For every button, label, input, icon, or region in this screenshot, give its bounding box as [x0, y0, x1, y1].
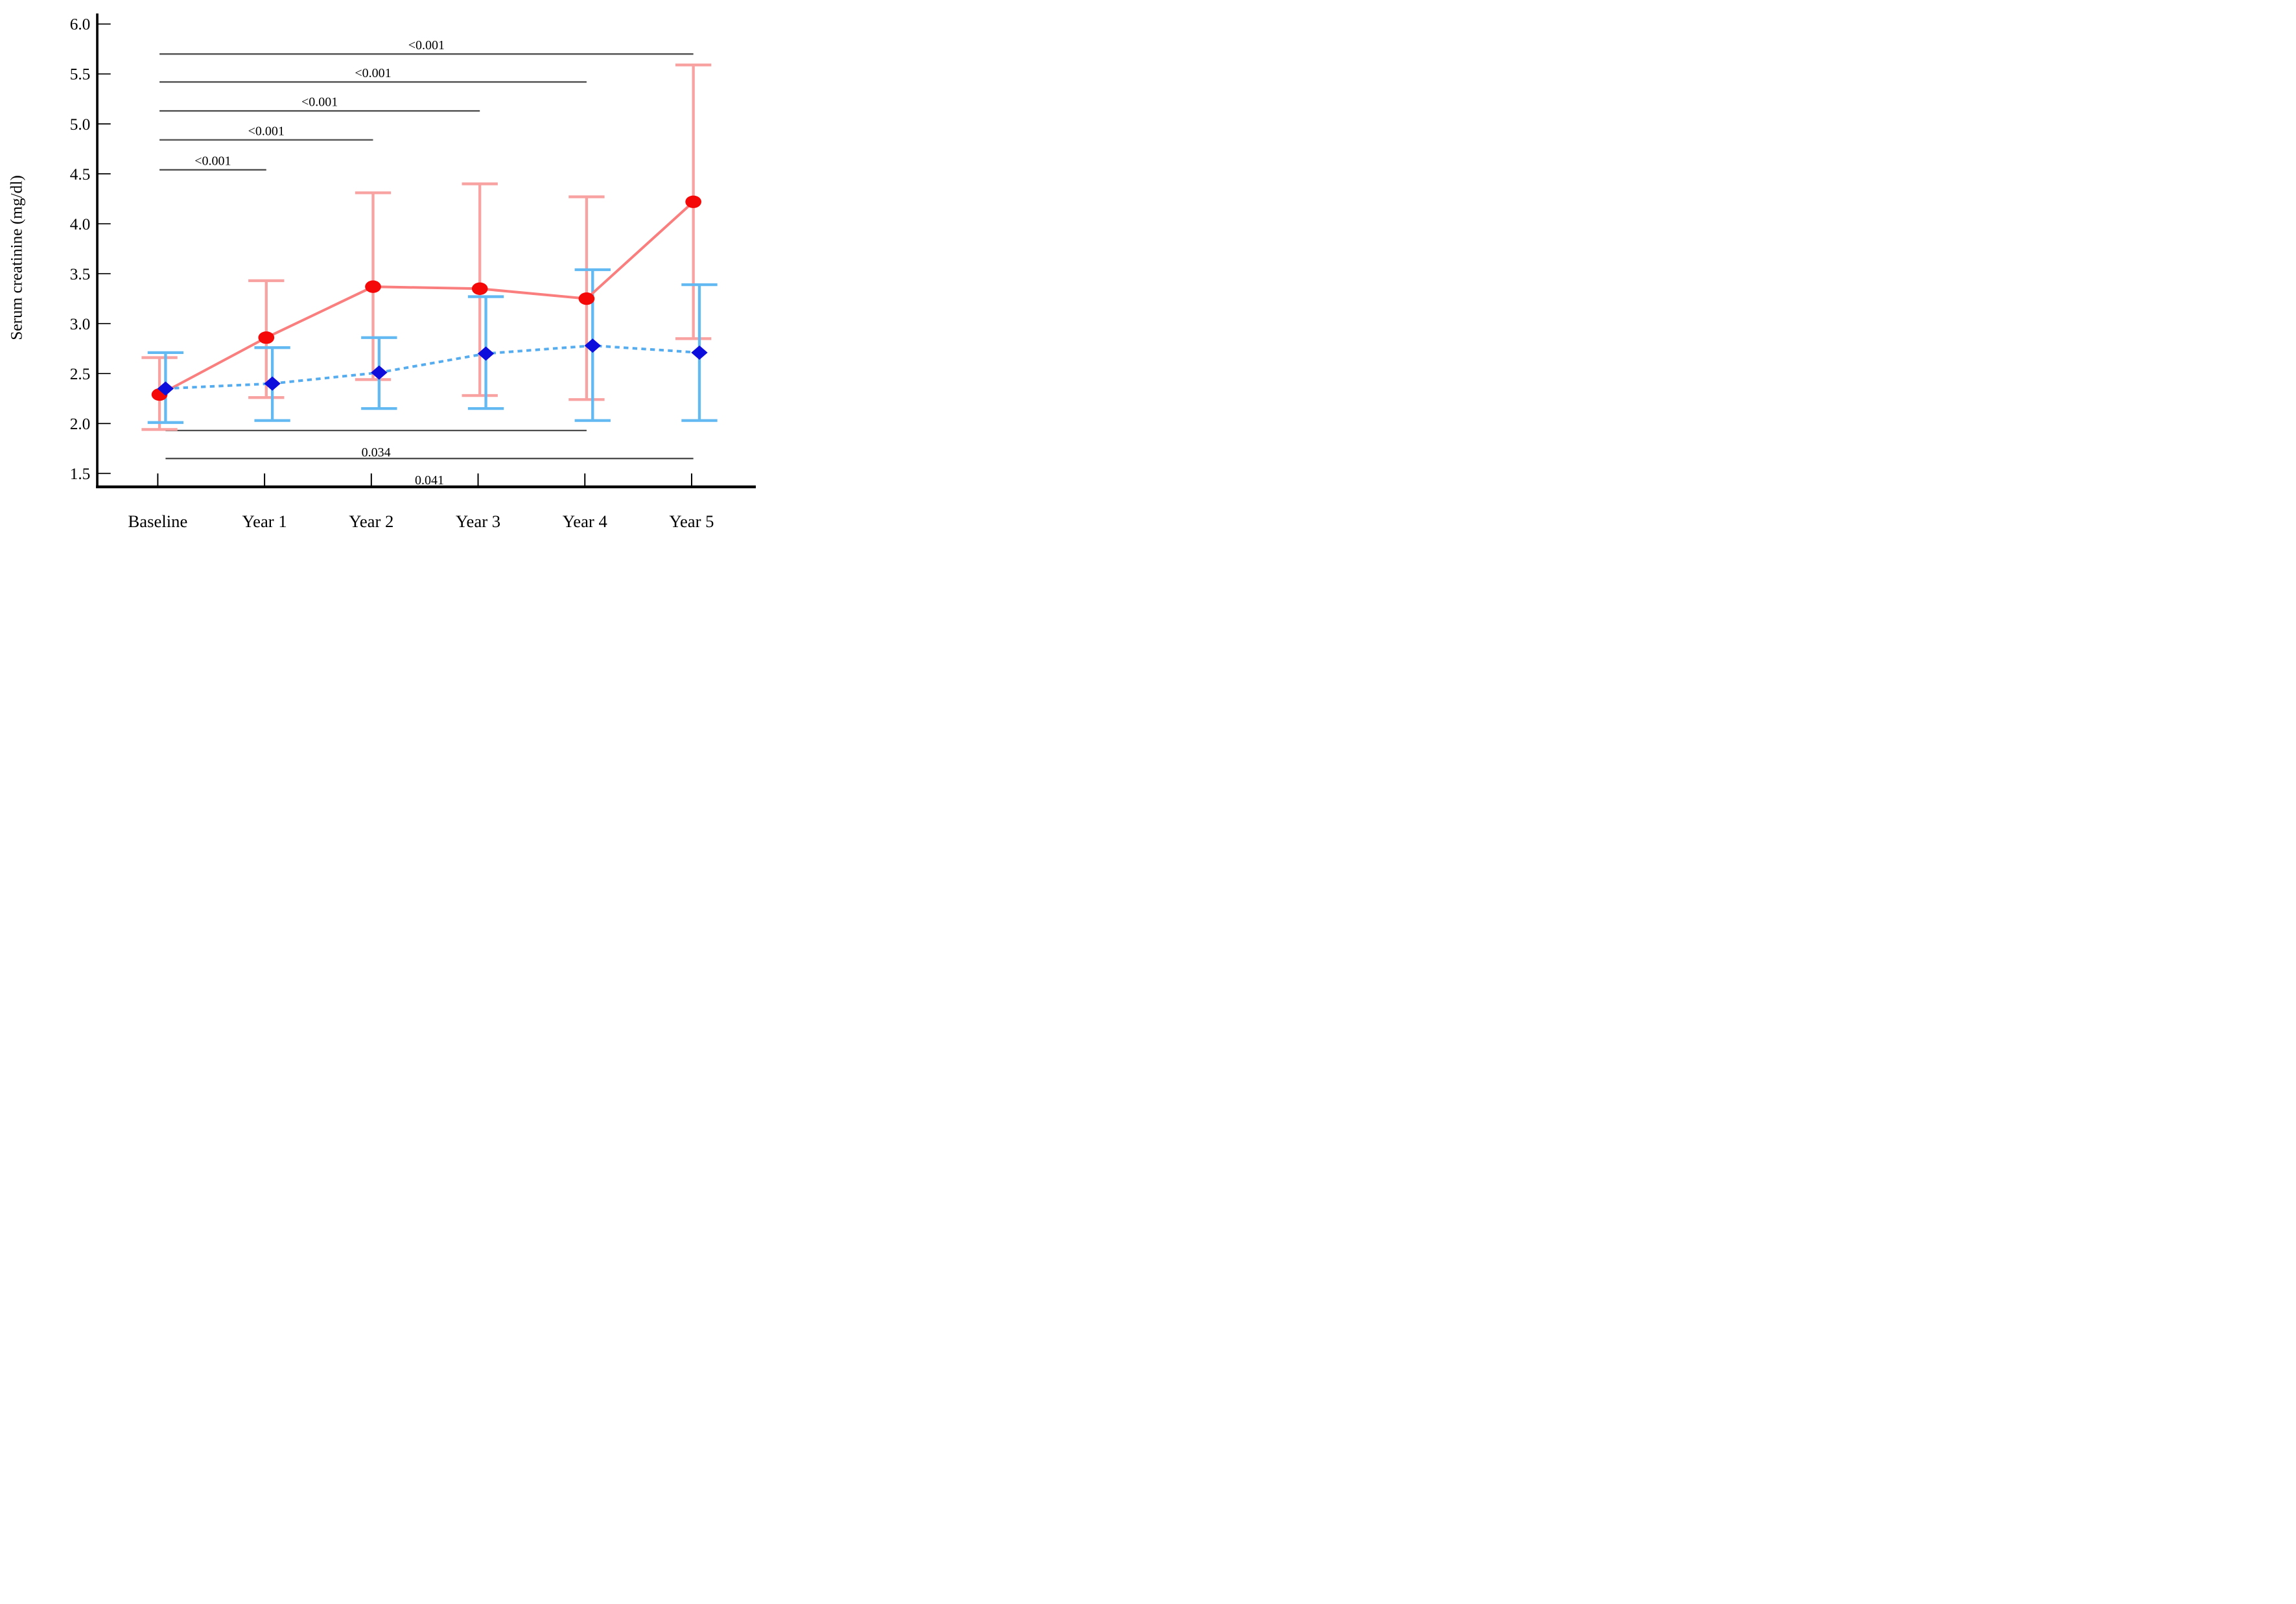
- y-axis-title: Serum creatinine (mg/dl): [7, 175, 25, 340]
- marker-circle-red-group: [258, 331, 275, 344]
- line-chart-canvas: 6.0 5.5 5.0 4.5 4.0 3.5 3.0 2.5 2.0 1.5 Baseline Ye…: [0, 0, 766, 535]
- y-tick-label: 1.5: [70, 465, 91, 483]
- y-tick-label: 4.0: [70, 215, 91, 233]
- sig-bracket-label: <0.001: [355, 66, 391, 80]
- x-tick-label: Year 4: [563, 512, 607, 531]
- x-tick-label: Year 2: [349, 512, 393, 531]
- y-tick-label: 2.0: [70, 415, 91, 433]
- y-tick-label: 6.0: [70, 16, 91, 34]
- sig-bracket-label: <0.001: [301, 95, 338, 110]
- x-tick-label: Baseline: [128, 512, 188, 531]
- marker-circle-red-group: [578, 292, 595, 305]
- marker-circle-red-group: [471, 282, 488, 295]
- sig-bracket-label: 0.041: [415, 473, 444, 488]
- figure: 6.0 5.5 5.0 4.5 4.0 3.5 3.0 2.5 2.0 1.5 Baseline Ye…: [0, 0, 766, 535]
- marker-circle-red-group: [685, 195, 701, 208]
- sig-bracket-label: <0.001: [248, 124, 285, 138]
- x-tick-label: Year 5: [669, 512, 714, 531]
- x-tick-label: Year 3: [456, 512, 500, 531]
- x-tick-label: Year 1: [242, 512, 287, 531]
- sig-bracket-label: <0.001: [194, 154, 231, 169]
- marker-circle-red-group: [365, 280, 381, 293]
- series-line-red-group: [159, 200, 694, 396]
- y-tick-label: 5.5: [70, 65, 91, 84]
- sig-bracket-label: 0.034: [362, 445, 391, 460]
- y-tick-label: 3.5: [70, 265, 91, 283]
- y-tick-label: 4.5: [70, 165, 91, 183]
- series-line-blue-group: [165, 344, 700, 390]
- marker-diamond-blue-group: [157, 381, 174, 396]
- y-tick-label: 5.0: [70, 115, 91, 134]
- y-tick-label: 3.0: [70, 315, 91, 333]
- y-tick-label: 2.5: [70, 365, 91, 383]
- marker-diamond-blue-group: [691, 345, 708, 360]
- sig-bracket-label: <0.001: [408, 38, 445, 53]
- marker-diamond-blue-group: [264, 376, 281, 391]
